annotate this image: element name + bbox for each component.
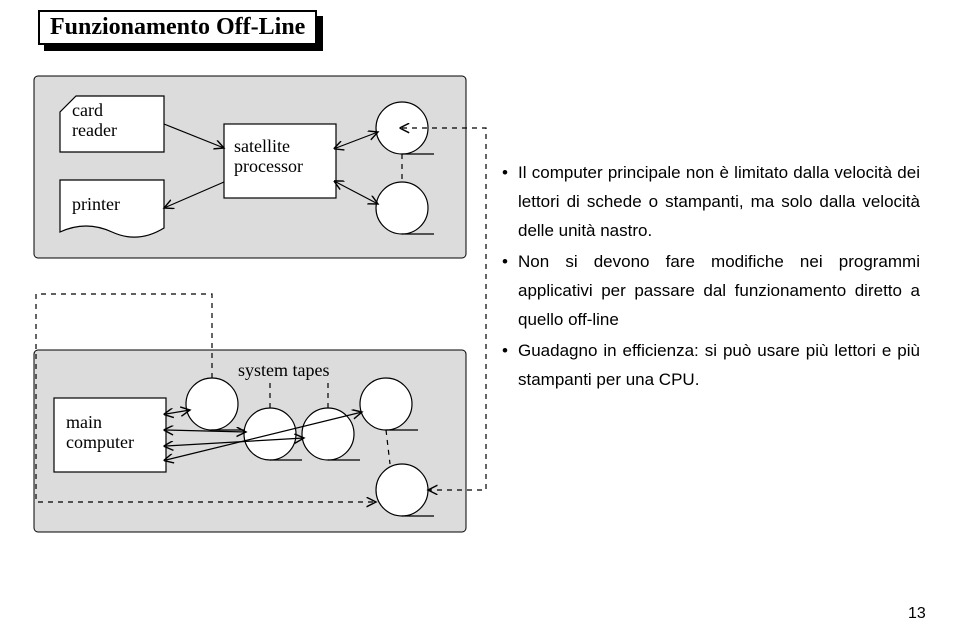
- bullet-item: Non si devono fare modifiche nei program…: [500, 247, 920, 334]
- bullet-list: Il computer principale non è limitato da…: [500, 158, 920, 396]
- tape2: [376, 182, 428, 234]
- tape-b4: [360, 378, 412, 430]
- label-printer: printer: [72, 194, 120, 214]
- tape-b5: [376, 464, 428, 516]
- label-card-reader: reader: [72, 120, 117, 140]
- page-number: 13: [908, 605, 926, 623]
- label-sat-proc: satellite: [234, 136, 290, 156]
- tape-b1: [186, 378, 238, 430]
- label-card-reader: card: [72, 100, 103, 120]
- bullet-item: Guadagno in efficienza: si può usare più…: [500, 336, 920, 394]
- bullet-item: Il computer principale non è limitato da…: [500, 158, 920, 245]
- label-sat-proc: processor: [234, 156, 303, 176]
- label-sys-tapes: system tapes: [238, 360, 330, 380]
- label-main-comp: main: [66, 412, 102, 432]
- label-main-comp: computer: [66, 432, 134, 452]
